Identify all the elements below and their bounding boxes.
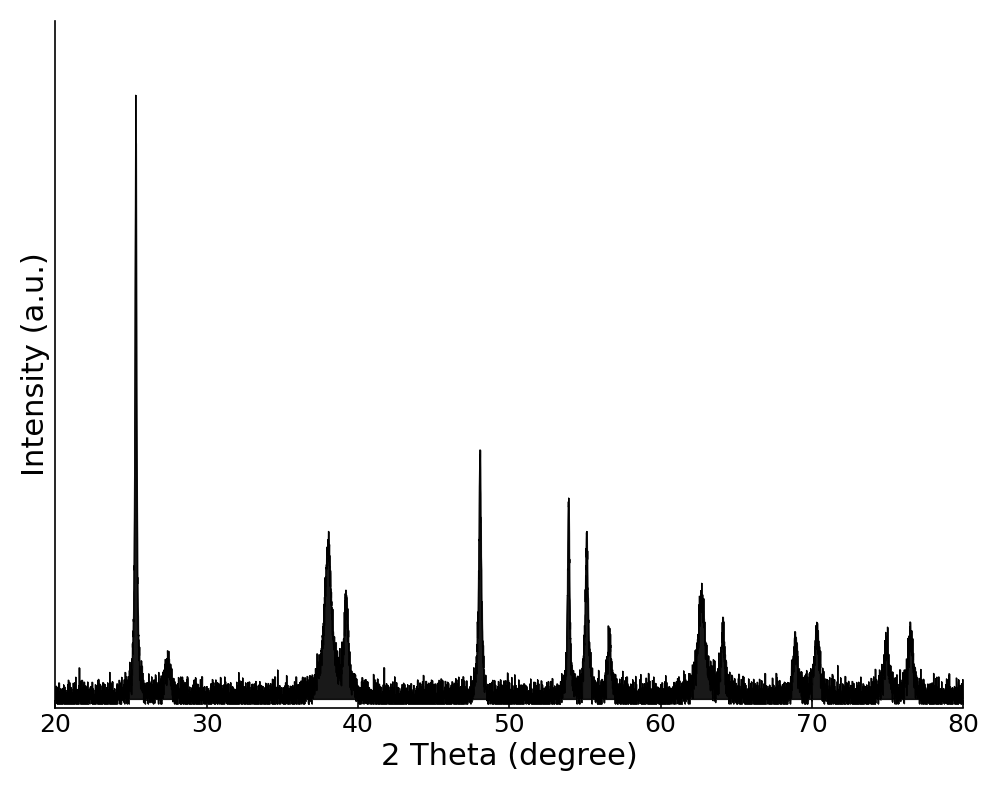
Y-axis label: Intensity (a.u.): Intensity (a.u.) <box>21 253 50 476</box>
X-axis label: 2 Theta (degree): 2 Theta (degree) <box>381 742 638 771</box>
